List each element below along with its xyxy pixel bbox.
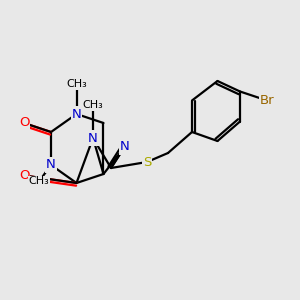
Text: CH₃: CH₃ xyxy=(66,79,87,89)
Text: N: N xyxy=(88,131,98,145)
Text: S: S xyxy=(143,155,151,169)
Text: N: N xyxy=(72,107,81,121)
Text: N: N xyxy=(120,140,129,154)
Text: O: O xyxy=(19,169,29,182)
Text: Br: Br xyxy=(260,94,274,107)
Text: N: N xyxy=(46,158,56,172)
Text: O: O xyxy=(19,116,29,130)
Text: CH₃: CH₃ xyxy=(28,176,50,187)
Text: CH₃: CH₃ xyxy=(82,100,103,110)
